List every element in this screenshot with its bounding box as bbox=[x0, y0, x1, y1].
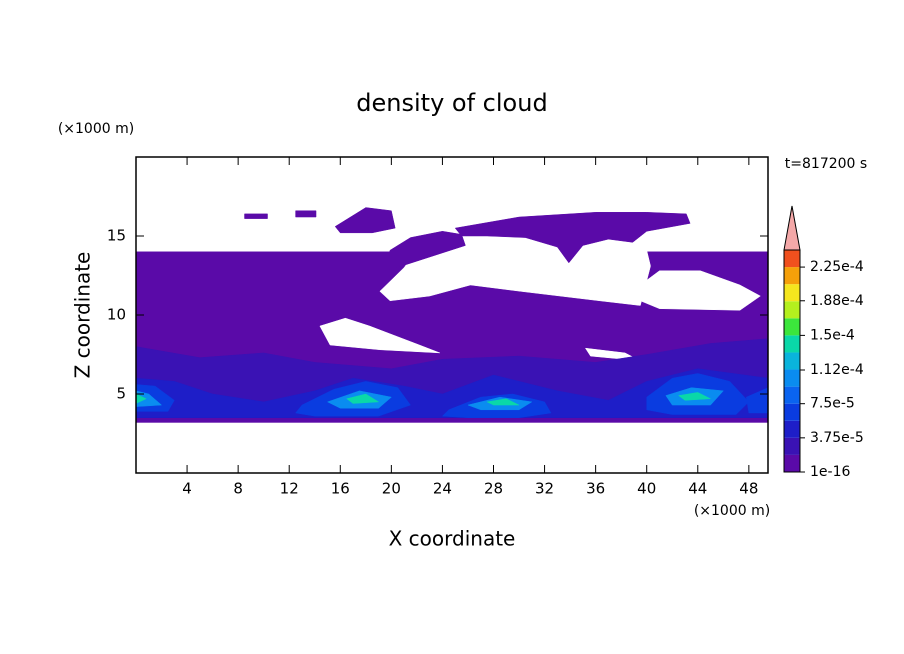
contour-region bbox=[486, 398, 520, 406]
contour-region bbox=[136, 368, 768, 418]
colorbar-tick-label: 3.75e-5 bbox=[810, 430, 864, 446]
x-tick-label: 48 bbox=[739, 480, 758, 498]
colorbar-frame bbox=[783, 249, 801, 473]
gap bbox=[640, 270, 761, 311]
y-unit-label: (×1000 m) bbox=[58, 121, 134, 137]
x-tick-label: 16 bbox=[331, 480, 350, 498]
y-axis-label: Z coordinate bbox=[71, 252, 95, 379]
colorbar-tick-label: 1e-16 bbox=[810, 464, 850, 480]
colorbar-band bbox=[784, 267, 800, 285]
colorbar-band bbox=[784, 301, 800, 319]
colorbar-band bbox=[784, 403, 800, 421]
contour-region bbox=[136, 390, 163, 407]
x-tick-label: 28 bbox=[484, 480, 503, 498]
colorbar-band bbox=[784, 352, 800, 370]
colorbar-band bbox=[784, 369, 800, 387]
x-axis-label: X coordinate bbox=[389, 527, 516, 551]
x-tick-label: 24 bbox=[433, 480, 452, 498]
y-tick-label: 5 bbox=[116, 385, 126, 403]
chart-title: density of cloud bbox=[356, 89, 547, 117]
colorbar-band bbox=[784, 386, 800, 404]
contour-region bbox=[295, 210, 317, 218]
x-tick-label: 36 bbox=[586, 480, 605, 498]
x-tick-label: 4 bbox=[182, 480, 192, 498]
gap bbox=[319, 317, 440, 354]
colorbar-band bbox=[784, 250, 800, 268]
colorbar-band bbox=[784, 454, 800, 472]
contour-region bbox=[454, 212, 691, 264]
x-tick-label: 44 bbox=[688, 480, 707, 498]
contour-region bbox=[384, 231, 466, 272]
contour-region bbox=[346, 393, 380, 404]
x-tick-label: 12 bbox=[280, 480, 299, 498]
y-tick-label: 15 bbox=[107, 227, 126, 245]
colorbar-extend bbox=[783, 205, 801, 251]
x-tick-label: 32 bbox=[535, 480, 554, 498]
time-label: t=817200 s bbox=[785, 156, 867, 172]
colorbar-band bbox=[784, 318, 800, 336]
colorbar-band bbox=[784, 284, 800, 302]
x-tick-label: 20 bbox=[382, 480, 401, 498]
contour-region bbox=[244, 213, 268, 219]
colorbar-tick-label: 2.25e-4 bbox=[810, 259, 864, 275]
y-tick-label: 10 bbox=[107, 306, 126, 324]
colorbar-tick-label: 1.88e-4 bbox=[810, 293, 864, 309]
contour-region bbox=[136, 393, 147, 404]
x-tick-label: 40 bbox=[637, 480, 656, 498]
x-unit-label: (×1000 m) bbox=[694, 503, 770, 519]
colorbar-band bbox=[784, 335, 800, 353]
contours bbox=[136, 207, 768, 423]
colorbar: 1e-16 3.75e-5 7.5e-5 1.12e-4 1.5e-4 1.88e-4 2.… bbox=[783, 205, 864, 480]
contour-region bbox=[334, 207, 396, 234]
colorbar-tick-label: 7.5e-5 bbox=[810, 396, 855, 412]
x-tick-label: 8 bbox=[233, 480, 243, 498]
colorbar-tick-label: 1.12e-4 bbox=[810, 362, 864, 378]
colorbar-band bbox=[784, 437, 800, 455]
colorbar-tick-label: 1.5e-4 bbox=[810, 327, 855, 343]
contour-region bbox=[678, 392, 712, 401]
colorbar-band bbox=[784, 420, 800, 438]
